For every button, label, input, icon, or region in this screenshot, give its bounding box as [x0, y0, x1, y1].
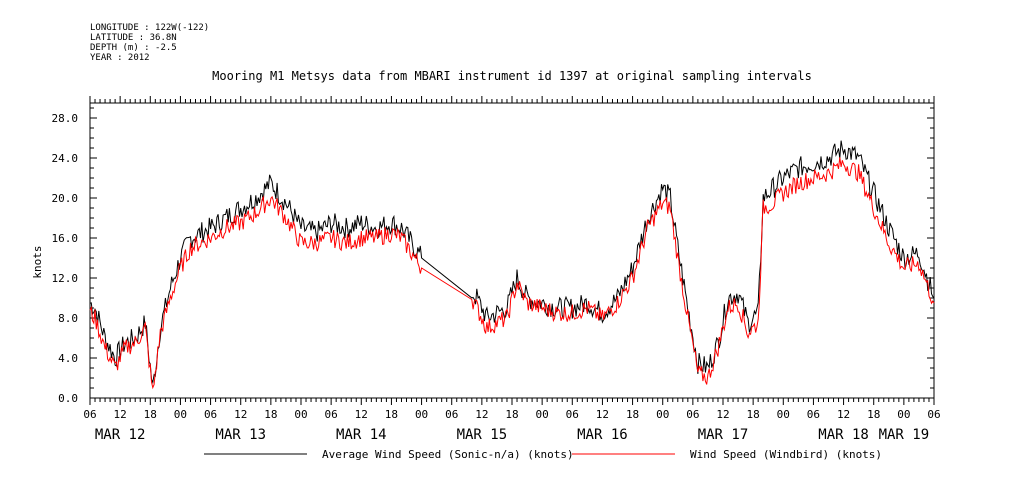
- x-tick-label: 12: [596, 408, 609, 421]
- x-tick-label: 00: [897, 408, 910, 421]
- y-axis: 0.0 4.0 8.0 12.0 16.0 20.0 24.0 28.0: [52, 112, 79, 405]
- x-tick-label: 12: [114, 408, 127, 421]
- date-label: MAR 14: [336, 427, 387, 443]
- series-line-windbird: [89, 157, 935, 390]
- y-tick-label: 28.0: [52, 112, 79, 125]
- x-tick-label: 18: [264, 408, 277, 421]
- y-tick-label: 16.0: [52, 232, 79, 245]
- x-tick-label: 12: [475, 408, 488, 421]
- chart-title: Mooring M1 Metsys data from MBARI instru…: [212, 69, 812, 83]
- x-tick-label: 18: [505, 408, 518, 421]
- x-tick-label: 12: [234, 408, 247, 421]
- x-tick-label: 06: [807, 408, 820, 421]
- x-tick-label: 18: [867, 408, 880, 421]
- legend-label-sonic: Average Wind Speed (Sonic-n/a) (knots): [322, 448, 574, 461]
- x-axis: 06 12 18 00 06 12 18 00 06 12 18 00 06 12 18 00 06 12 18 00…: [83, 408, 940, 421]
- y-tick-label: 24.0: [52, 152, 79, 165]
- date-label: MAR 18: [818, 427, 869, 443]
- x-tick-label: 12: [355, 408, 368, 421]
- date-label: MAR 16: [577, 427, 628, 443]
- x-tick-label: 12: [716, 408, 729, 421]
- x-tick-label: 06: [445, 408, 458, 421]
- series-line-sonic: [89, 140, 935, 385]
- date-label: MAR 13: [215, 427, 266, 443]
- date-label: MAR 19: [879, 427, 930, 443]
- x-tick-label: 06: [204, 408, 217, 421]
- year-label: YEAR : 2012: [90, 53, 150, 63]
- x-tick-label: 00: [294, 408, 307, 421]
- y-tick-label: 20.0: [52, 192, 79, 205]
- x-tick-label: 00: [777, 408, 790, 421]
- date-label: MAR 17: [698, 427, 749, 443]
- x-tick-label: 18: [144, 408, 157, 421]
- date-labels: MAR 12 MAR 13 MAR 14 MAR 15 MAR 16 MAR 17 MAR …: [95, 427, 929, 443]
- x-tick-label: 18: [747, 408, 760, 421]
- x-tick-label: 06: [686, 408, 699, 421]
- x-tick-label: 00: [656, 408, 669, 421]
- longitude-label: LONGITUDE : 122W(-122): [90, 23, 209, 33]
- x-tick-label: 00: [536, 408, 549, 421]
- x-tick-label: 06: [927, 408, 940, 421]
- x-tick-label: 06: [325, 408, 338, 421]
- y-tick-label: 8.0: [58, 312, 78, 325]
- legend-label-windbird: Wind Speed (Windbird) (knots): [690, 448, 882, 461]
- x-tick-label: 18: [626, 408, 639, 421]
- minor-ticks: [89, 96, 935, 405]
- date-label: MAR 15: [457, 427, 508, 443]
- latitude-label: LATITUDE : 36.8N: [90, 33, 177, 43]
- date-label: MAR 12: [95, 427, 146, 443]
- x-tick-label: 18: [385, 408, 398, 421]
- y-axis-label: knots: [31, 245, 44, 278]
- depth-label: DEPTH (m) : -2.5: [90, 43, 177, 53]
- x-tick-label: 00: [174, 408, 187, 421]
- legend: Average Wind Speed (Sonic-n/a) (knots) W…: [204, 448, 882, 461]
- x-tick-label: 06: [83, 408, 96, 421]
- series-lines: [89, 140, 935, 390]
- y-tick-label: 4.0: [58, 352, 78, 365]
- x-tick-label: 06: [566, 408, 579, 421]
- y-tick-label: 0.0: [58, 392, 78, 405]
- y-tick-label: 12.0: [52, 272, 79, 285]
- x-tick-label: 12: [837, 408, 850, 421]
- x-tick-label: 00: [415, 408, 428, 421]
- plot-frame: [89, 102, 935, 399]
